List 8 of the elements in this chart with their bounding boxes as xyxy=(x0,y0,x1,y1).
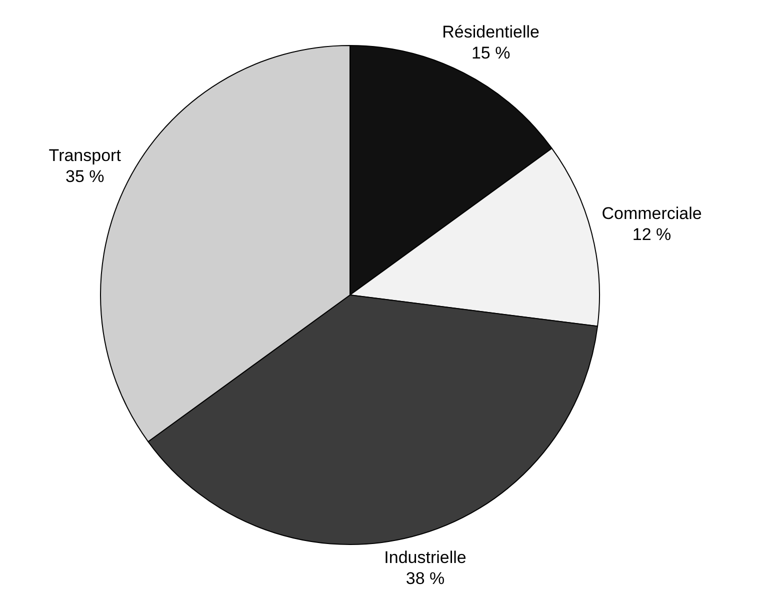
data-label: 38 % xyxy=(406,568,445,588)
slice-label: Industrielle xyxy=(384,548,466,567)
slice-label: Transport xyxy=(48,146,122,165)
data-label: 35 % xyxy=(66,166,104,186)
slice-label: Résidentielle xyxy=(442,22,540,42)
data-label: 15 % xyxy=(471,43,510,62)
slice-label: Commerciale xyxy=(602,204,702,223)
data-label: 12 % xyxy=(632,224,672,244)
